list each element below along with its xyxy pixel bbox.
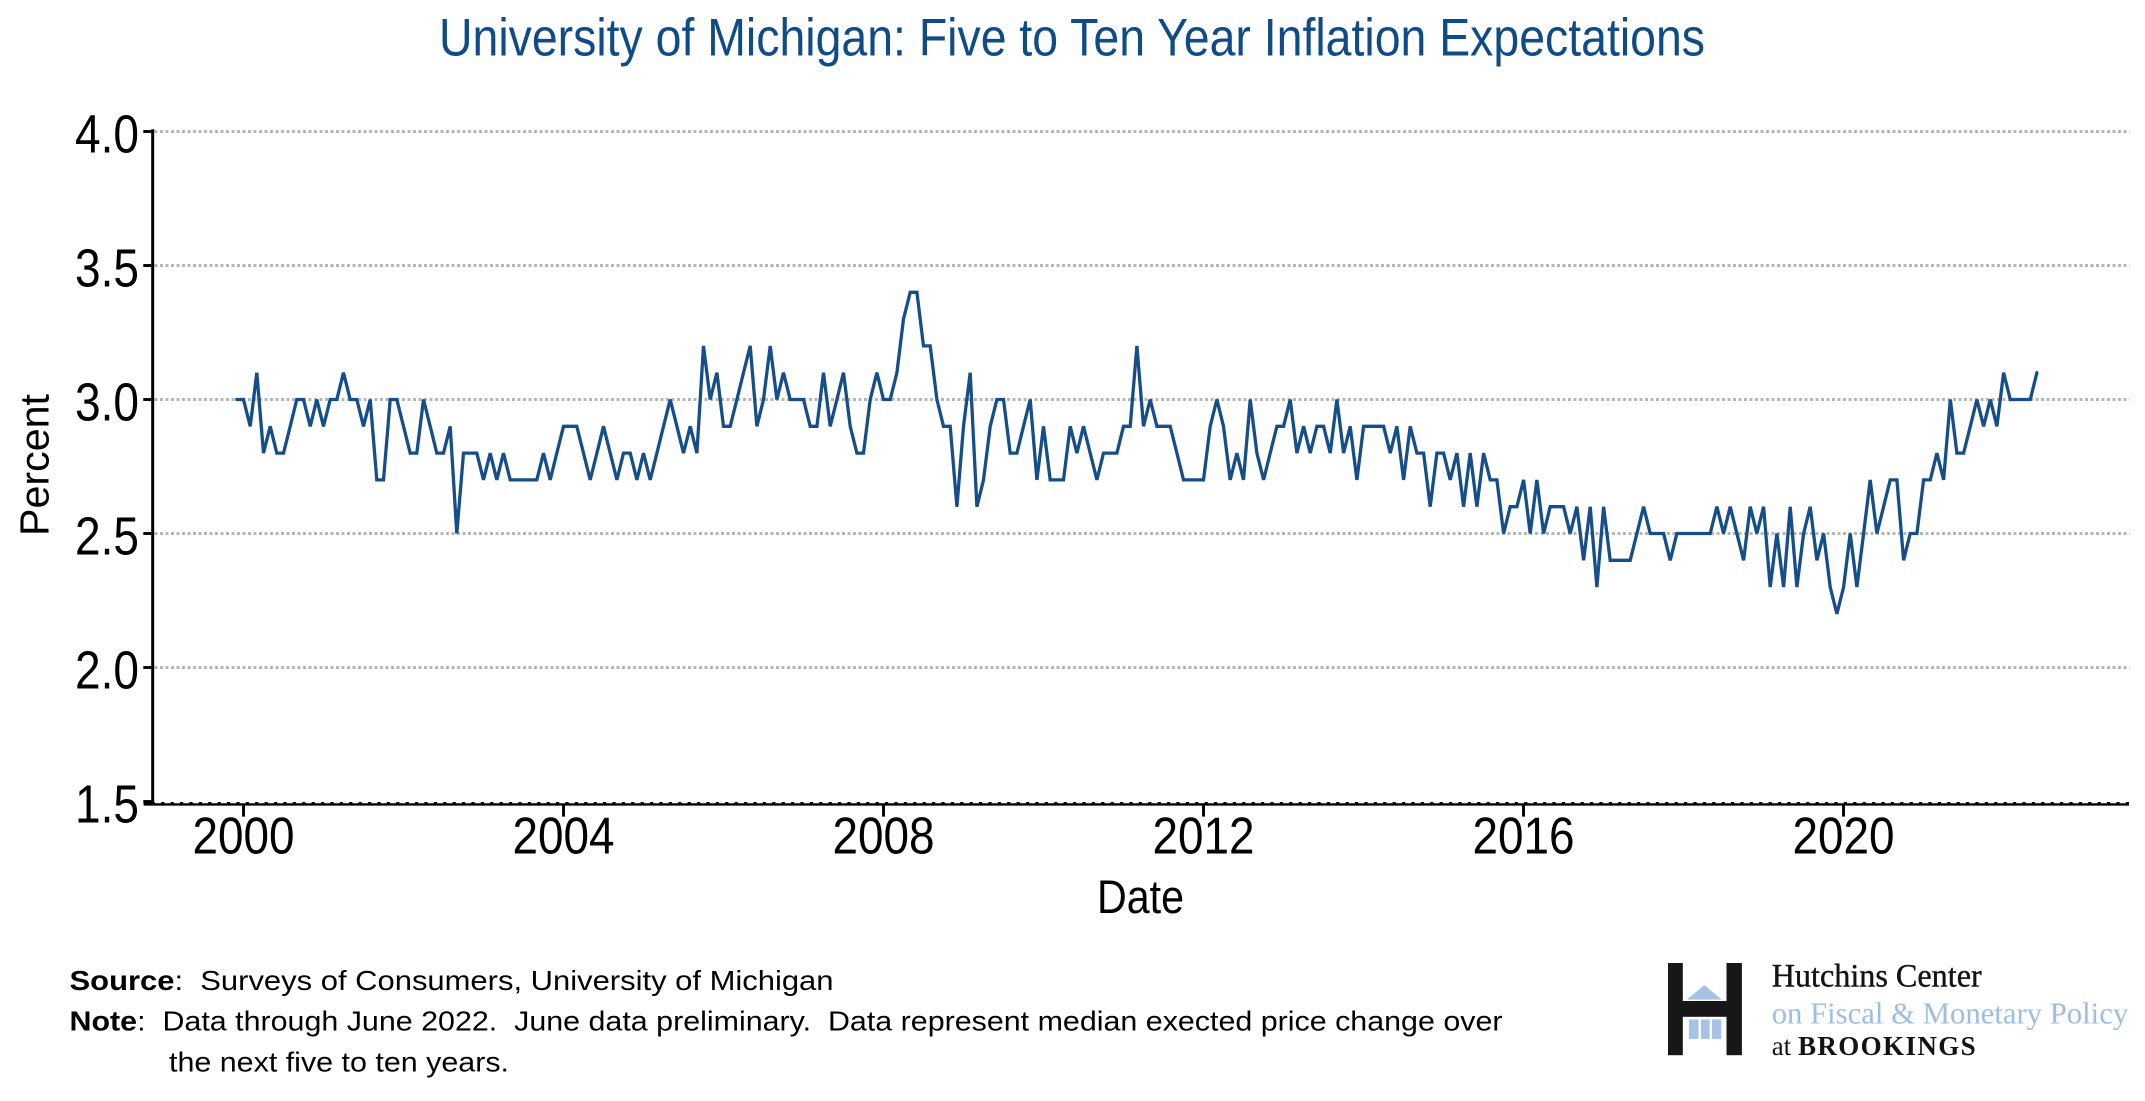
svg-text:2020: 2020 — [1793, 808, 1895, 866]
svg-text:at BROOKINGS: at BROOKINGS — [1772, 1031, 1977, 1061]
svg-text:2.0: 2.0 — [75, 641, 139, 700]
svg-text:3.5: 3.5 — [75, 239, 139, 298]
svg-text:2016: 2016 — [1473, 808, 1575, 866]
svg-text:4.0: 4.0 — [75, 105, 139, 164]
svg-text:Hutchins Center: Hutchins Center — [1772, 958, 1982, 994]
svg-text:Percent: Percent — [12, 393, 58, 536]
svg-text:Note: Data through June 2022.: Note: Data through June 2022. June data … — [70, 1006, 1503, 1037]
svg-text:the next five to ten years.: the next five to ten years. — [169, 1047, 509, 1078]
svg-text:2008: 2008 — [833, 808, 935, 866]
svg-text:Date: Date — [1097, 870, 1184, 923]
svg-text:2.5: 2.5 — [75, 507, 139, 566]
svg-text:2004: 2004 — [513, 808, 615, 866]
svg-text:University of Michigan: Five t: University of Michigan: Five to Ten Year… — [439, 9, 1705, 68]
svg-text:1.5: 1.5 — [75, 775, 139, 834]
svg-text:3.0: 3.0 — [75, 373, 139, 432]
svg-text:on Fiscal & Monetary Policy: on Fiscal & Monetary Policy — [1772, 996, 2129, 1031]
svg-text:2012: 2012 — [1153, 808, 1255, 866]
svg-text:2000: 2000 — [193, 808, 295, 866]
svg-text:Source: Surveys of Consumers,: Source: Surveys of Consumers, University… — [70, 965, 834, 996]
